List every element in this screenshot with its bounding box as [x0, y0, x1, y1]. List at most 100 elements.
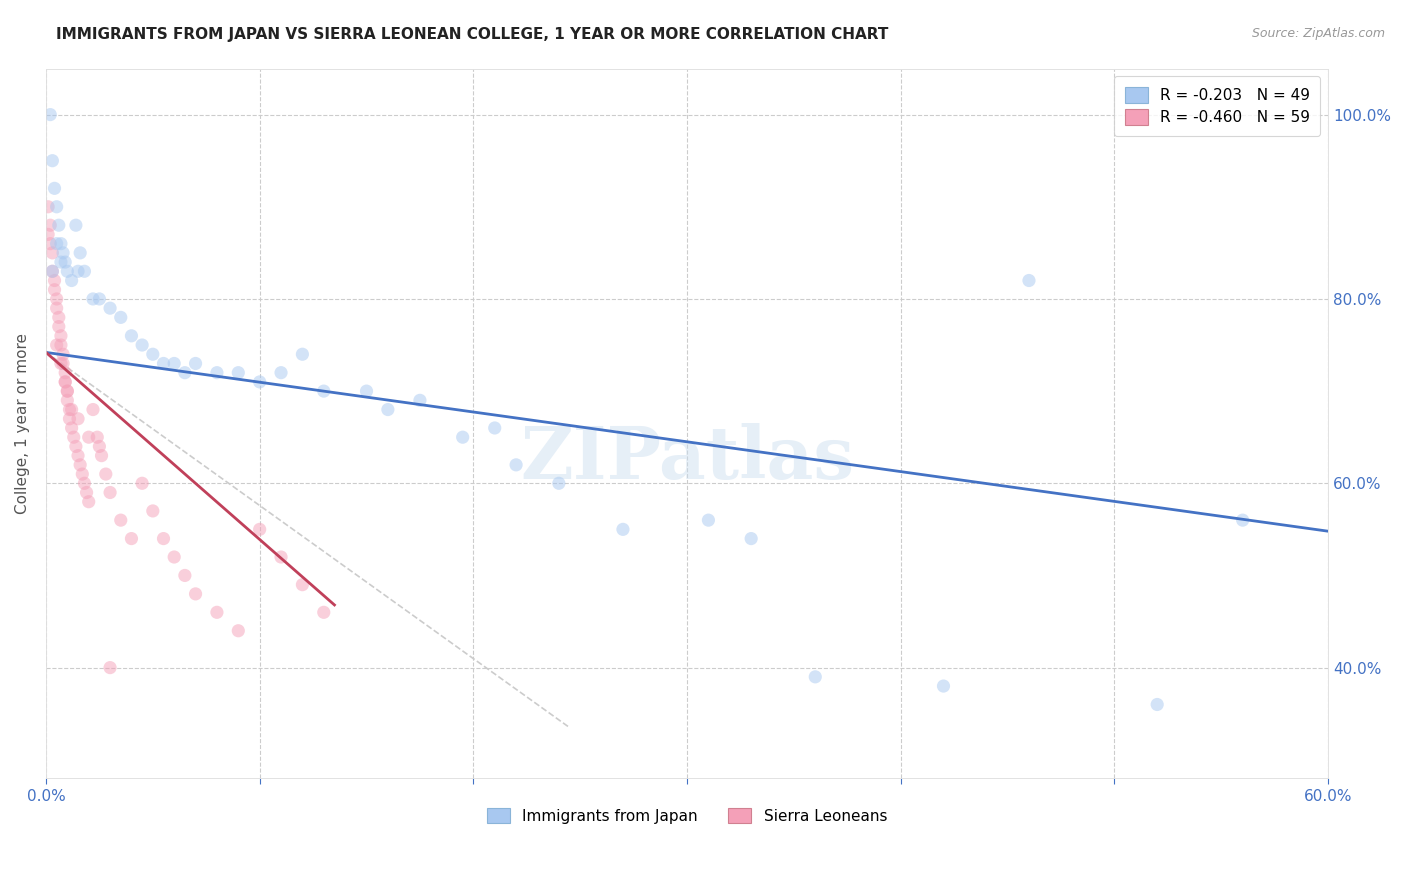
- Point: [48, 218, 70, 232]
- Point: [53, 255, 76, 269]
- Point: [120, 328, 142, 343]
- Point: [65, 218, 87, 232]
- Point: [60, 402, 83, 417]
- Point: [152, 356, 174, 370]
- Point: [152, 532, 174, 546]
- Point: [52, 356, 75, 370]
- Point: [94, 467, 117, 481]
- Point: [356, 384, 378, 398]
- Point: [44, 181, 66, 195]
- Point: [66, 264, 89, 278]
- Point: [89, 292, 111, 306]
- Text: Source: ZipAtlas.com: Source: ZipAtlas.com: [1251, 27, 1385, 40]
- Point: [932, 679, 955, 693]
- Point: [41, 153, 63, 168]
- Point: [612, 522, 634, 536]
- Point: [804, 670, 827, 684]
- Point: [98, 301, 121, 315]
- Point: [249, 522, 271, 536]
- Point: [52, 347, 75, 361]
- Point: [56, 264, 79, 278]
- Point: [142, 504, 165, 518]
- Point: [52, 245, 75, 260]
- Point: [58, 402, 80, 417]
- Point: [76, 485, 98, 500]
- Point: [49, 236, 72, 251]
- Point: [69, 245, 91, 260]
- Point: [131, 476, 153, 491]
- Point: [697, 513, 720, 527]
- Point: [62, 430, 84, 444]
- Point: [173, 568, 195, 582]
- Point: [173, 366, 195, 380]
- Point: [312, 605, 335, 619]
- Point: [49, 338, 72, 352]
- Point: [72, 467, 94, 481]
- Point: [90, 449, 112, 463]
- Point: [184, 356, 207, 370]
- Point: [49, 255, 72, 269]
- Point: [41, 264, 63, 278]
- Point: [56, 393, 79, 408]
- Point: [110, 310, 132, 325]
- Point: [82, 402, 104, 417]
- Point: [49, 328, 72, 343]
- Point: [1018, 273, 1040, 287]
- Point: [39, 107, 62, 121]
- Point: [66, 449, 89, 463]
- Point: [58, 411, 80, 425]
- Point: [377, 402, 399, 417]
- Point: [163, 549, 186, 564]
- Point: [547, 476, 569, 491]
- Point: [60, 273, 83, 287]
- Point: [142, 347, 165, 361]
- Point: [226, 366, 249, 380]
- Point: [226, 624, 249, 638]
- Point: [270, 549, 292, 564]
- Point: [270, 366, 292, 380]
- Point: [41, 245, 63, 260]
- Point: [409, 393, 432, 408]
- Point: [45, 236, 67, 251]
- Point: [60, 421, 83, 435]
- Point: [110, 513, 132, 527]
- Point: [45, 338, 67, 352]
- Point: [45, 301, 67, 315]
- Point: [66, 411, 89, 425]
- Point: [77, 430, 100, 444]
- Y-axis label: College, 1 year or more: College, 1 year or more: [15, 333, 30, 514]
- Point: [65, 439, 87, 453]
- Point: [39, 236, 62, 251]
- Point: [505, 458, 527, 472]
- Point: [56, 384, 79, 398]
- Point: [73, 264, 96, 278]
- Point: [44, 273, 66, 287]
- Point: [49, 356, 72, 370]
- Point: [740, 532, 762, 546]
- Text: ZIPatlas: ZIPatlas: [520, 424, 853, 494]
- Point: [98, 485, 121, 500]
- Legend: Immigrants from Japan, Sierra Leoneans: Immigrants from Japan, Sierra Leoneans: [477, 797, 897, 834]
- Point: [184, 587, 207, 601]
- Point: [53, 375, 76, 389]
- Point: [73, 476, 96, 491]
- Point: [41, 264, 63, 278]
- Point: [39, 218, 62, 232]
- Point: [86, 430, 108, 444]
- Point: [89, 439, 111, 453]
- Point: [56, 384, 79, 398]
- Point: [120, 532, 142, 546]
- Point: [291, 347, 314, 361]
- Point: [69, 458, 91, 472]
- Point: [53, 375, 76, 389]
- Point: [1232, 513, 1254, 527]
- Point: [77, 494, 100, 508]
- Point: [45, 200, 67, 214]
- Point: [451, 430, 474, 444]
- Text: IMMIGRANTS FROM JAPAN VS SIERRA LEONEAN COLLEGE, 1 YEAR OR MORE CORRELATION CHAR: IMMIGRANTS FROM JAPAN VS SIERRA LEONEAN …: [56, 27, 889, 42]
- Point: [205, 605, 228, 619]
- Point: [312, 384, 335, 398]
- Point: [45, 292, 67, 306]
- Point: [249, 375, 271, 389]
- Point: [291, 577, 314, 591]
